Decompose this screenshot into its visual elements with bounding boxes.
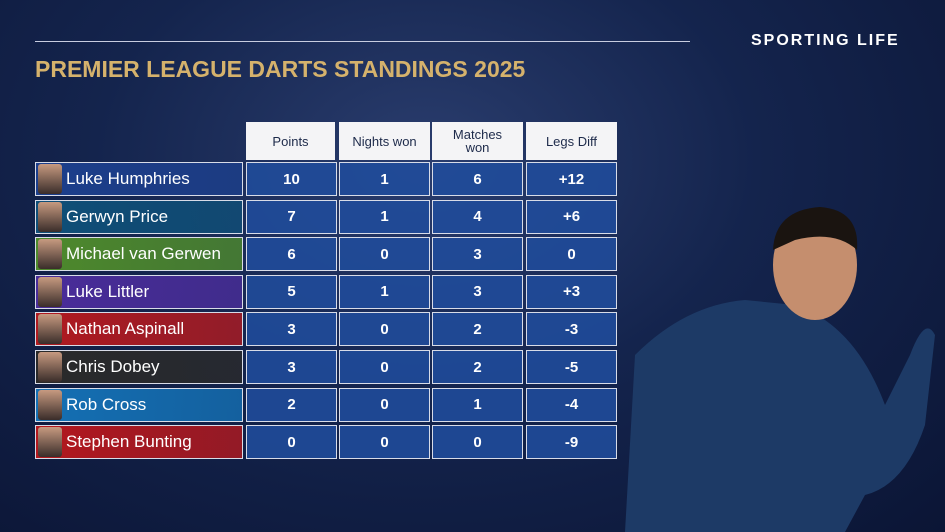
player-name: Michael van Gerwen [35,237,243,272]
stat-cell: -9 [526,425,617,460]
stat-cell: +6 [526,199,617,234]
player-name: Rob Cross [35,387,243,422]
stat-cell: 2 [246,387,337,422]
stat-cell: 5 [246,274,337,309]
player-image [625,207,935,532]
stat-cell: +12 [526,162,617,196]
stat-cell: 6 [246,237,337,272]
player-name-text: Gerwyn Price [66,206,169,226]
stat-cell: 3 [246,350,337,384]
stat-cell: 0 [246,425,337,460]
stat-cell: 0 [526,237,617,272]
player-name: Chris Dobey [35,350,243,384]
stat-cell: -4 [526,387,617,422]
player-name-text: Chris Dobey [66,357,160,376]
stat-cell: +3 [526,274,617,309]
player-name: Stephen Bunting [35,425,243,460]
player-avatar [38,389,62,420]
stat-cell: 3 [432,274,523,309]
stat-cell: 10 [246,162,337,196]
player-avatar [38,314,62,345]
player-name-text: Stephen Bunting [66,432,192,452]
player-name: Gerwyn Price [35,199,243,234]
player-name-text: Rob Cross [66,394,147,414]
stat-cell: 2 [432,350,523,384]
stat-cell: 1 [339,199,430,234]
stat-cell: -3 [526,312,617,347]
stat-cell: 4 [432,199,523,234]
rule [35,41,690,42]
stat-cell: 0 [432,425,523,460]
player-name: Nathan Aspinall [35,312,243,347]
player-avatar [38,239,62,270]
stat-cell: 1 [339,274,430,309]
player-name: Luke Humphries [35,162,243,196]
player-name-text: Luke Humphries [66,169,190,188]
player-avatar [38,164,62,194]
stat-cell: 0 [339,350,430,384]
player-name-text: Nathan Aspinall [66,319,185,339]
stat-cell: 2 [432,312,523,347]
stat-cell: -5 [526,350,617,384]
stat-cell: 0 [339,387,430,422]
column-header: Points [246,122,335,160]
title: PREMIER LEAGUE DARTS STANDINGS 2025 [35,56,526,82]
player-name: Luke Littler [35,274,243,309]
stat-cell: 6 [432,162,523,196]
stat-cell: 3 [246,312,337,347]
player-avatar [38,276,62,307]
player-avatar [38,427,62,458]
player-name-text: Luke Littler [66,281,150,301]
stat-cell: 0 [339,425,430,460]
stat-cell: 7 [246,199,337,234]
player-avatar [38,201,62,232]
player-avatar [38,352,62,382]
stat-cell: 0 [339,312,430,347]
column-header: Nights won [339,122,430,160]
player-name-text: Michael van Gerwen [66,244,221,264]
brand: SPORTING LIFE [751,32,900,49]
stat-cell: 1 [432,387,523,422]
stat-cell: 3 [432,237,523,272]
column-header: Matches won [432,122,523,160]
stat-cell: 0 [339,237,430,272]
stat-cell: 1 [339,162,430,196]
column-header: Legs Diff [526,122,617,160]
